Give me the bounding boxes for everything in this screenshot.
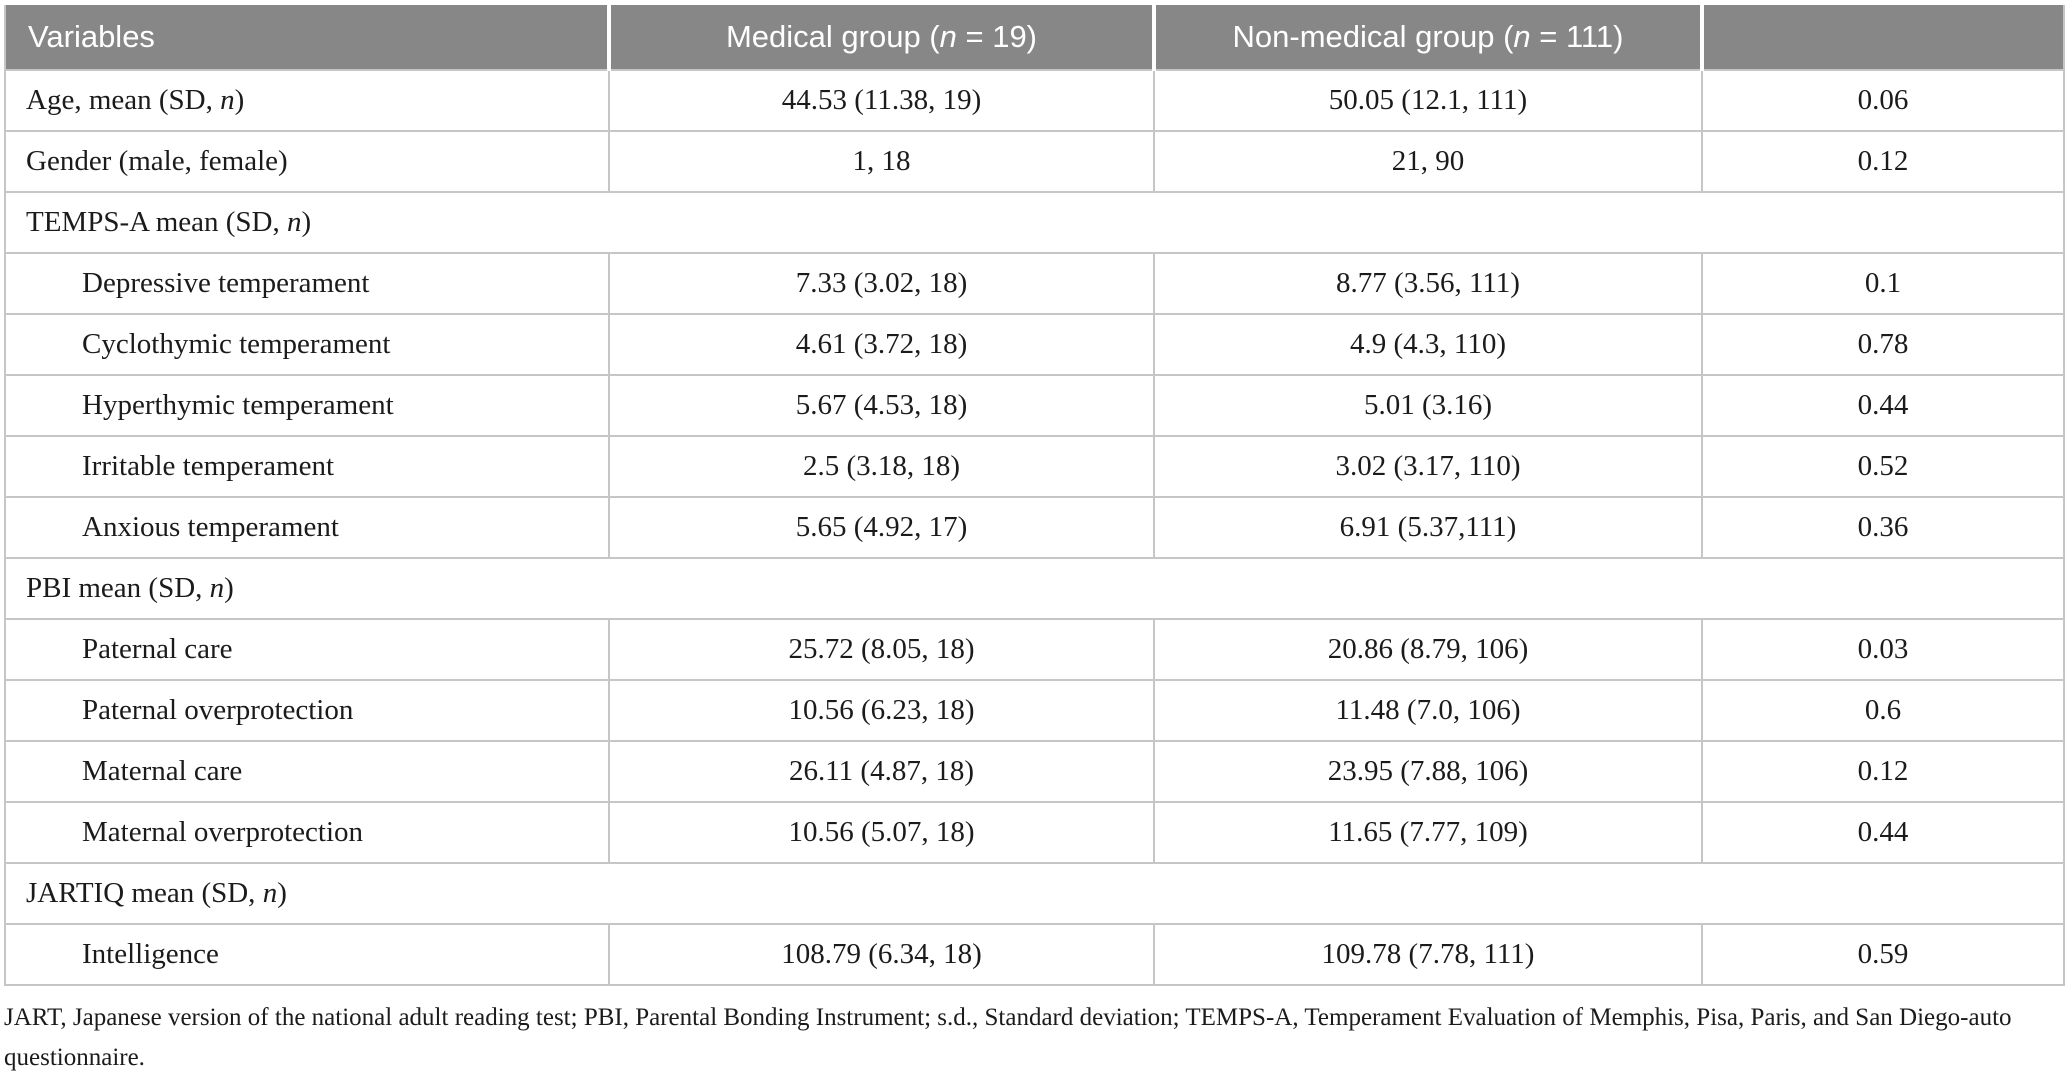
table-row: Depressive temperament 7.33 (3.02, 18) 8.7… [5, 252, 2064, 314]
section-label: JARTIQ mean (SD, n) [5, 862, 2064, 924]
table-row: Paternal overprotection 10.56 (6.23, 18) 1… [5, 679, 2064, 741]
cell-value: 0.06 [1701, 69, 2064, 131]
table-footnote: JART, Japanese version of the national a… [4, 1004, 2012, 1071]
cell-value: 11.48 (7.0, 106) [1153, 679, 1702, 741]
table-row: Paternal care 25.72 (8.05, 18) 20.86 (8.79… [5, 618, 2064, 680]
row-label: Irritable temperament [5, 435, 609, 497]
cell-value: 8.77 (3.56, 111) [1153, 252, 1702, 314]
row-label: Anxious temperament [5, 496, 609, 558]
table-row: Gender (male, female) 1, 18 21, 90 0.12 [5, 130, 2064, 192]
cell-value: 5.65 (4.92, 17) [608, 496, 1154, 558]
row-label: Age, mean (SD, n) [5, 69, 609, 131]
table-row: Maternal overprotection 10.56 (5.07, 18) 1… [5, 801, 2064, 863]
cell-value: 1, 18 [608, 130, 1154, 192]
section-row: JARTIQ mean (SD, n) [5, 862, 2064, 924]
table-row: Cyclothymic temperament 4.61 (3.72, 18) 4.… [5, 313, 2064, 375]
column-header-2: Medical group (n = 19) [607, 5, 1154, 70]
section-label: PBI mean (SD, n) [5, 557, 2064, 619]
table-header-row: Variables Medical group (n = 19) Non-medic… [5, 5, 2064, 70]
row-label: Hyperthymic temperament [5, 374, 609, 436]
row-label: Gender (male, female) [5, 130, 609, 192]
cell-value: 0.52 [1701, 435, 2064, 497]
cell-value: 0.03 [1701, 618, 2064, 680]
column-header-4 [1700, 5, 2064, 70]
cell-value: 7.33 (3.02, 18) [608, 252, 1154, 314]
cell-value: 0.44 [1701, 801, 2064, 863]
cell-value: 25.72 (8.05, 18) [608, 618, 1154, 680]
table-row: Age, mean (SD, n) 44.53 (11.38, 19) 50.05 … [5, 69, 2064, 131]
row-label: Cyclothymic temperament [5, 313, 609, 375]
cell-value: 2.5 (3.18, 18) [608, 435, 1154, 497]
cell-value: 5.01 (3.16) [1153, 374, 1702, 436]
cell-value: 0.36 [1701, 496, 2064, 558]
table-row: Anxious temperament 5.65 (4.92, 17) 6.91 (… [5, 496, 2064, 558]
table-row: Hyperthymic temperament 5.67 (4.53, 18) 5.… [5, 374, 2064, 436]
cell-value: 0.12 [1701, 740, 2064, 802]
cell-value: 4.9 (4.3, 110) [1153, 313, 1702, 375]
cell-value: 44.53 (11.38, 19) [608, 69, 1154, 131]
section-label: TEMPS-A mean (SD, n) [5, 191, 2064, 253]
section-row: TEMPS-A mean (SD, n) [5, 191, 2064, 253]
cell-value: 3.02 (3.17, 110) [1153, 435, 1702, 497]
cell-value: 0.6 [1701, 679, 2064, 741]
row-label: Depressive temperament [5, 252, 609, 314]
row-label: Maternal overprotection [5, 801, 609, 863]
cell-value: 10.56 (5.07, 18) [608, 801, 1154, 863]
table-row: Intelligence 108.79 (6.34, 18) 109.78 (7.7… [5, 923, 2064, 986]
cell-value: 108.79 (6.34, 18) [608, 923, 1154, 986]
table-row: Maternal care 26.11 (4.87, 18) 23.95 (7.88… [5, 740, 2064, 802]
cell-value: 4.61 (3.72, 18) [608, 313, 1154, 375]
section-row: PBI mean (SD, n) [5, 557, 2064, 619]
cell-value: 20.86 (8.79, 106) [1153, 618, 1702, 680]
row-label: Maternal care [5, 740, 609, 802]
row-label: Paternal overprotection [5, 679, 609, 741]
row-label: Intelligence [5, 923, 609, 986]
cell-value: 5.67 (4.53, 18) [608, 374, 1154, 436]
group-comparison-table: Variables Medical group (n = 19) Non-medic… [4, 5, 2065, 986]
column-header-1: Variables [5, 5, 609, 70]
cell-value: 21, 90 [1153, 130, 1702, 192]
cell-value: 0.59 [1701, 923, 2064, 986]
cell-value: 0.78 [1701, 313, 2064, 375]
cell-value: 0.12 [1701, 130, 2064, 192]
cell-value: 0.44 [1701, 374, 2064, 436]
column-header-3: Non-medical group (n = 111) [1152, 5, 1702, 70]
cell-value: 6.91 (5.37,111) [1153, 496, 1702, 558]
cell-value: 11.65 (7.77, 109) [1153, 801, 1702, 863]
cell-value: 10.56 (6.23, 18) [608, 679, 1154, 741]
row-label: Paternal care [5, 618, 609, 680]
table-row: Irritable temperament 2.5 (3.18, 18) 3.02 … [5, 435, 2064, 497]
cell-value: 23.95 (7.88, 106) [1153, 740, 1702, 802]
cell-value: 0.1 [1701, 252, 2064, 314]
cell-value: 26.11 (4.87, 18) [608, 740, 1154, 802]
cell-value: 50.05 (12.1, 111) [1153, 69, 1702, 131]
cell-value: 109.78 (7.78, 111) [1153, 923, 1702, 986]
